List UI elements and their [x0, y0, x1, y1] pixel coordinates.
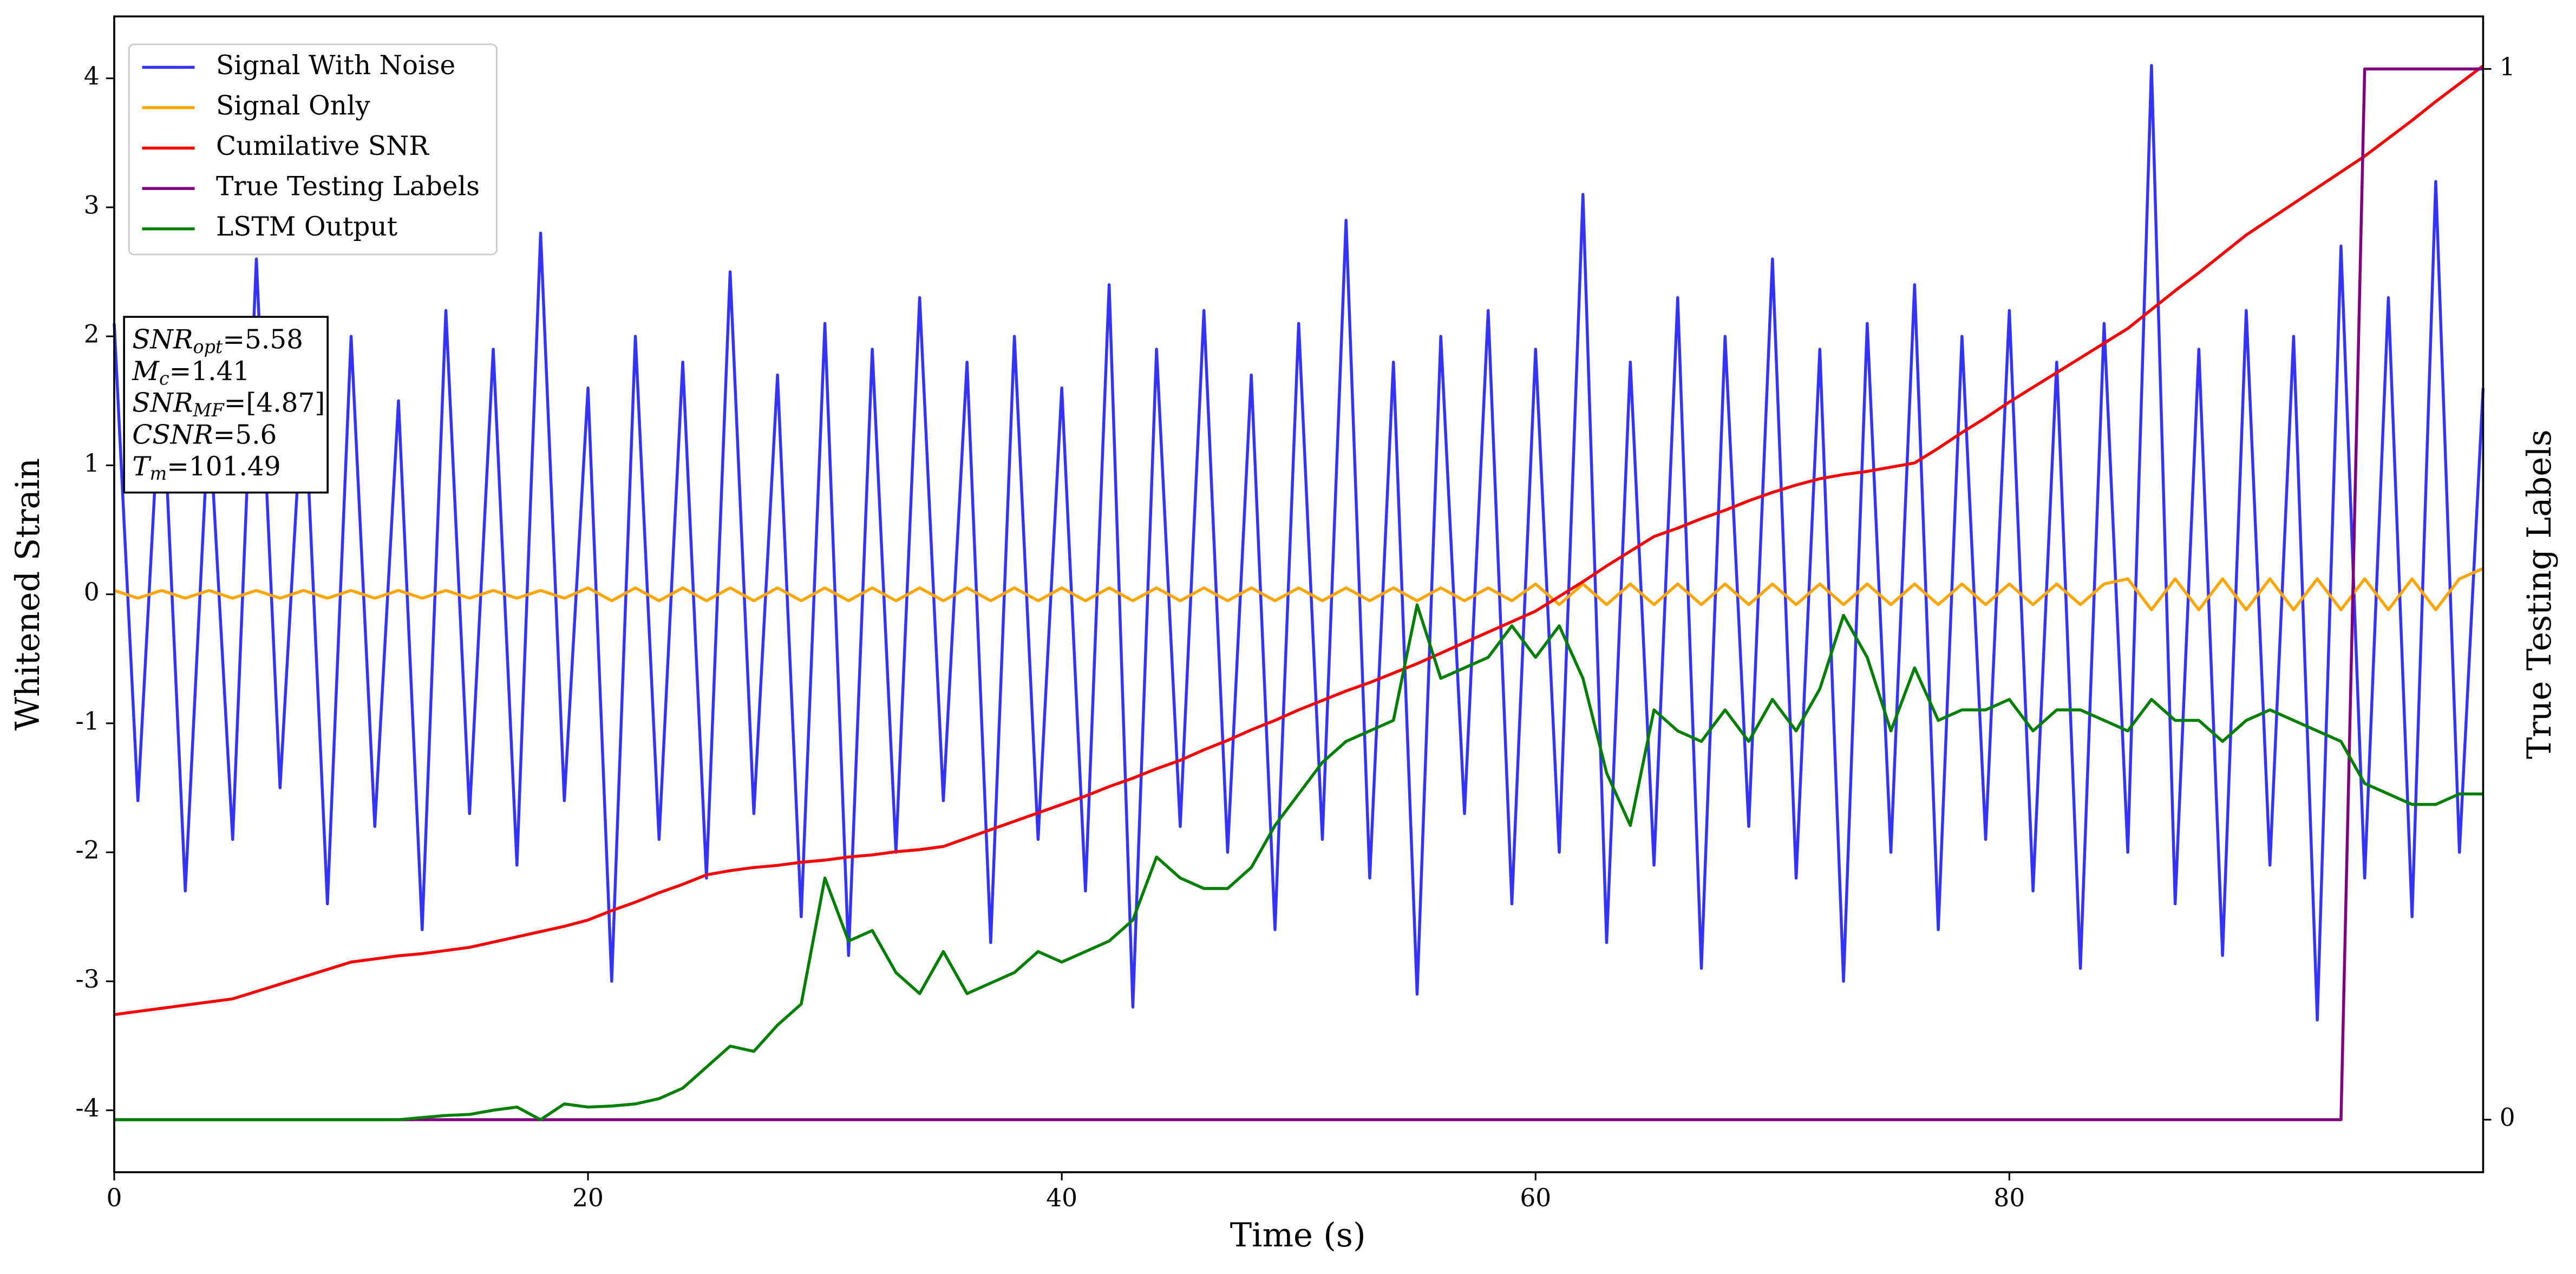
annotation-subscript: opt: [193, 336, 223, 357]
annotation-value: =5.6: [213, 420, 277, 450]
annotation-line: SNRopt=5.58: [132, 324, 303, 357]
annotation-symbol: SNR: [132, 388, 193, 418]
x-tick-label: 80: [1993, 1184, 2025, 1212]
legend-label: LSTM Output: [216, 212, 398, 242]
annotation-symbol: CSNR: [132, 420, 213, 450]
annotation-value: =101.49: [167, 451, 280, 481]
y2-axis-label: True Testing Labels: [2521, 429, 2559, 759]
legend-label: Signal With Noise: [216, 50, 455, 81]
x-tick-label: 40: [1046, 1184, 1077, 1212]
y-tick-label: 0: [84, 578, 100, 606]
series-line: [114, 603, 2483, 1121]
y-tick-label: -4: [75, 1094, 99, 1122]
legend-label: Cumilative SNR: [216, 131, 429, 161]
annotation-line: CSNR=5.6: [132, 420, 277, 450]
annotation-symbol: M: [132, 356, 160, 387]
x-tick-label: 20: [572, 1184, 604, 1212]
annotation-line: Mc=1.41: [132, 356, 250, 389]
annotation-line: Tm=101.49: [132, 451, 280, 484]
annotation-symbol: T: [132, 451, 152, 481]
annotation-line: SNRMF=[4.87]: [132, 388, 325, 421]
series-line: [114, 64, 2485, 1016]
y-tick-label: -3: [75, 965, 99, 994]
y-tick-label: 4: [84, 62, 100, 90]
annotation-value: =5.58: [223, 324, 303, 355]
annotation-symbol: SNR: [132, 324, 193, 355]
annotation-subscript: m: [150, 463, 167, 484]
annotation-value: =1.41: [169, 356, 250, 387]
y-tick-label: 1: [84, 449, 100, 478]
annotation-subscript: MF: [193, 400, 225, 421]
plot-area: [113, 64, 2485, 1121]
annotation-value: =[4.87]: [224, 388, 325, 418]
x-tick-label: 0: [106, 1184, 122, 1212]
x-tick-label: 60: [1520, 1184, 1551, 1212]
annotation-subscript: c: [159, 368, 169, 389]
legend-label: Signal Only: [216, 90, 370, 121]
y2-tick-label: 1: [2500, 53, 2515, 81]
y-tick-label: -1: [75, 707, 99, 735]
legend-label: True Testing Labels: [216, 172, 480, 202]
legend: Signal With Noise Signal Only Cumilative S…: [128, 43, 498, 256]
x-axis-label: Time (s): [1230, 1217, 1366, 1255]
y-axis-label: Whitened Strain: [9, 458, 47, 730]
annotation-frame: [123, 316, 329, 494]
y2-tick-label: 0: [2500, 1103, 2515, 1132]
y-tick-label: 2: [84, 320, 100, 349]
y-tick-label: 3: [84, 191, 100, 219]
legend-frame: [128, 43, 498, 256]
series-line: [114, 567, 2484, 611]
series-line: [113, 64, 2485, 1022]
y-tick-label: -2: [75, 836, 99, 865]
annotation-box: SNRopt=5.58Mc=1.41SNRMF=[4.87]CSNR=5.6Tm…: [123, 316, 329, 494]
series-line: [114, 67, 2483, 1121]
